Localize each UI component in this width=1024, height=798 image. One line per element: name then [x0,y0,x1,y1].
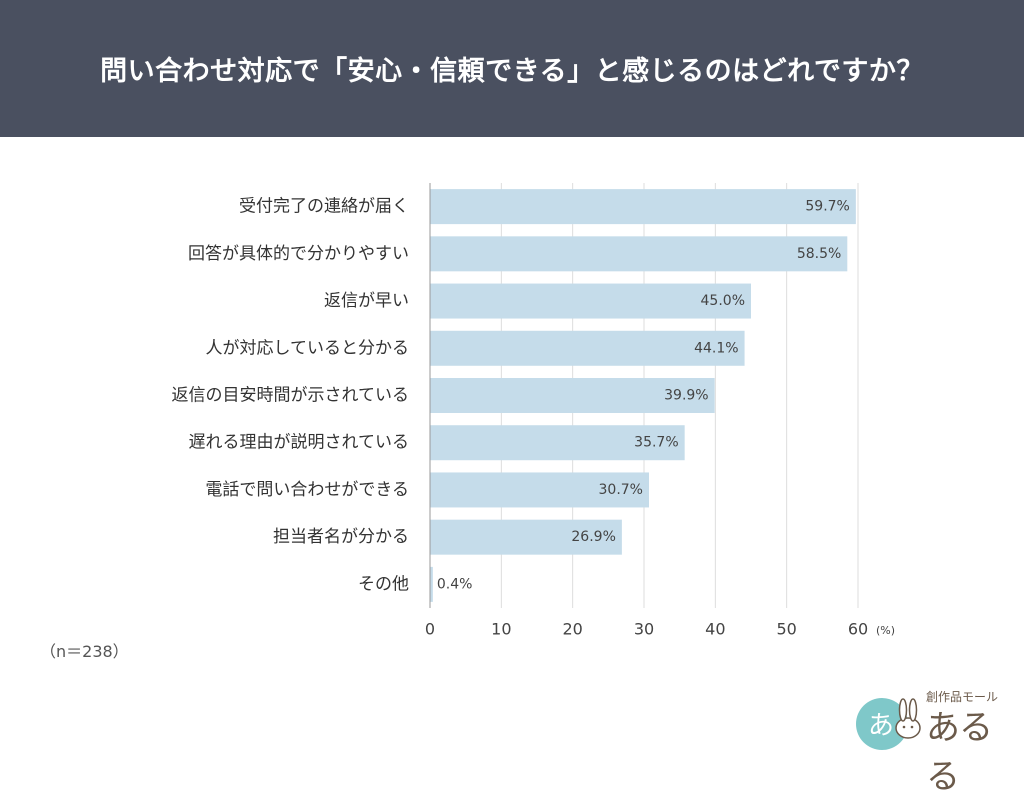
bar [430,472,649,508]
category-label: 返信の目安時間が示されている [172,386,410,406]
category-label: 電話で問い合わせができる [205,480,409,500]
header-banner: 問い合わせ対応で「安心・信頼できる」と感じるのはどれですか？ [0,0,1024,137]
logo-name: あるる [926,708,993,797]
bar [430,519,622,555]
category-label: 受付完了の連絡が届く [239,197,409,217]
category-label: 回答が具体的で分かりやすい [188,244,409,264]
sample-size-note: （n＝238） [40,642,129,661]
x-tick-label: 20 [562,620,582,639]
rabbit-logo-icon: あ [856,698,921,750]
bar [430,189,856,225]
x-tick-label: 40 [705,620,725,639]
data-label: 0.4% [437,576,473,592]
data-label: 59.7% [805,199,849,215]
bar [430,425,685,461]
x-tick-label: 60 [848,620,868,639]
bar [430,566,433,602]
category-label: その他 [358,574,409,594]
bar-chart: 59.7% 受付完了の連絡が届く 58.5% 回答が具体的で分かりやすい 45.0% 返信… [172,183,895,639]
data-label: 35.7% [634,435,678,451]
logo-circle-glyph: あ [868,711,894,741]
data-label: 45.0% [701,293,745,309]
bar [430,283,751,319]
bar [430,236,848,272]
data-label: 30.7% [599,482,643,498]
bar [430,378,715,413]
x-tick-label: 0 [425,620,435,639]
x-tick-label: 10 [491,620,511,639]
page-title: 問い合わせ対応で「安心・信頼できる」と感じるのはどれですか？ [100,56,924,87]
category-label: 担当者名が分かる [273,527,409,547]
data-label: 39.9% [664,388,708,404]
category-label: 人が対応していると分かる [206,338,410,358]
bar [430,330,745,366]
x-axis-unit: (%) [876,624,895,637]
category-label: 遅れる理由が説明されている [189,433,410,453]
logo-subtitle: 創作品モール [926,690,999,704]
data-label: 44.1% [694,340,738,356]
x-tick-label: 30 [634,620,654,639]
x-tick-label: 50 [776,620,796,639]
data-label: 26.9% [571,529,615,545]
data-label: 58.5% [797,246,841,262]
category-label: 返信が早い [324,291,409,311]
